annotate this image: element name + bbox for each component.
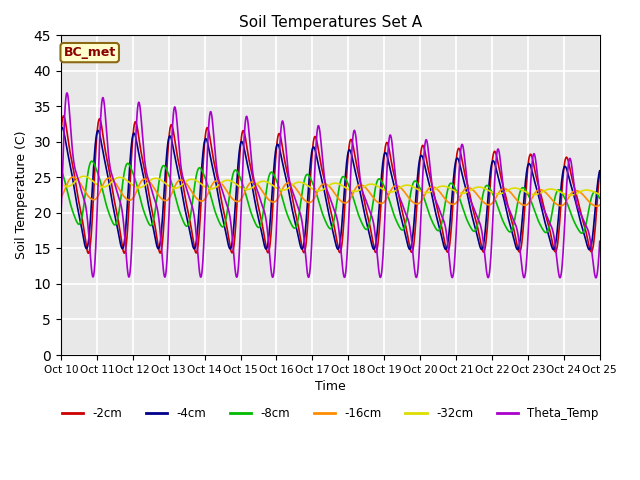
-32cm — [580, 187, 588, 193]
-4cm — [305, 179, 313, 185]
-32cm — [596, 192, 604, 197]
-32cm — [80, 173, 88, 179]
-4cm — [57, 127, 65, 133]
-32cm — [319, 187, 327, 192]
-4cm — [580, 232, 588, 238]
-16cm — [85, 194, 93, 200]
-8cm — [305, 173, 313, 179]
-8cm — [84, 168, 92, 173]
-8cm — [596, 195, 604, 201]
Theta_Temp — [57, 216, 65, 221]
-16cm — [57, 194, 65, 200]
-4cm — [586, 247, 593, 252]
-16cm — [319, 181, 327, 187]
Theta_Temp — [85, 231, 93, 237]
Line: -4cm: -4cm — [61, 128, 600, 250]
-16cm — [580, 193, 588, 199]
-32cm — [482, 186, 490, 192]
-16cm — [596, 202, 604, 208]
-8cm — [580, 227, 588, 232]
-2cm — [60, 113, 67, 119]
-4cm — [58, 125, 66, 131]
Line: -8cm: -8cm — [61, 161, 600, 233]
Theta_Temp — [580, 219, 588, 225]
-8cm — [482, 184, 490, 190]
-8cm — [578, 230, 586, 236]
-32cm — [566, 192, 574, 198]
Theta_Temp — [63, 90, 71, 96]
-2cm — [305, 197, 313, 203]
-2cm — [580, 224, 588, 229]
Theta_Temp — [580, 219, 588, 225]
Theta_Temp — [482, 259, 490, 265]
Y-axis label: Soil Temperature (C): Soil Temperature (C) — [15, 131, 28, 259]
Line: -16cm: -16cm — [61, 177, 600, 206]
Theta_Temp — [305, 274, 313, 280]
-2cm — [84, 251, 92, 256]
-16cm — [69, 174, 77, 180]
-4cm — [482, 226, 490, 231]
-2cm — [85, 250, 93, 255]
Line: -2cm: -2cm — [61, 116, 600, 253]
Theta_Temp — [596, 239, 604, 244]
-2cm — [482, 241, 490, 247]
Legend: -2cm, -4cm, -8cm, -16cm, -32cm, Theta_Temp: -2cm, -4cm, -8cm, -16cm, -32cm, Theta_Te… — [57, 402, 604, 425]
-8cm — [580, 227, 588, 233]
-2cm — [580, 223, 588, 228]
-8cm — [57, 166, 65, 171]
-8cm — [319, 213, 327, 218]
X-axis label: Time: Time — [315, 380, 346, 393]
-4cm — [319, 182, 327, 188]
-16cm — [593, 204, 600, 209]
-32cm — [580, 187, 588, 193]
Title: Soil Temperatures Set A: Soil Temperatures Set A — [239, 15, 422, 30]
Theta_Temp — [319, 163, 327, 169]
-2cm — [596, 168, 604, 174]
-2cm — [57, 130, 65, 136]
-32cm — [85, 175, 93, 181]
-32cm — [57, 181, 65, 187]
Line: Theta_Temp: Theta_Temp — [61, 93, 600, 278]
-16cm — [580, 193, 588, 199]
-16cm — [305, 200, 313, 205]
-2cm — [319, 173, 327, 179]
-8cm — [88, 158, 96, 164]
-32cm — [305, 183, 313, 189]
-4cm — [580, 231, 588, 237]
Theta_Temp — [592, 275, 600, 281]
-4cm — [85, 237, 93, 242]
-16cm — [482, 201, 490, 206]
Line: -32cm: -32cm — [61, 176, 600, 195]
Text: BC_met: BC_met — [63, 46, 116, 59]
-4cm — [596, 168, 604, 174]
